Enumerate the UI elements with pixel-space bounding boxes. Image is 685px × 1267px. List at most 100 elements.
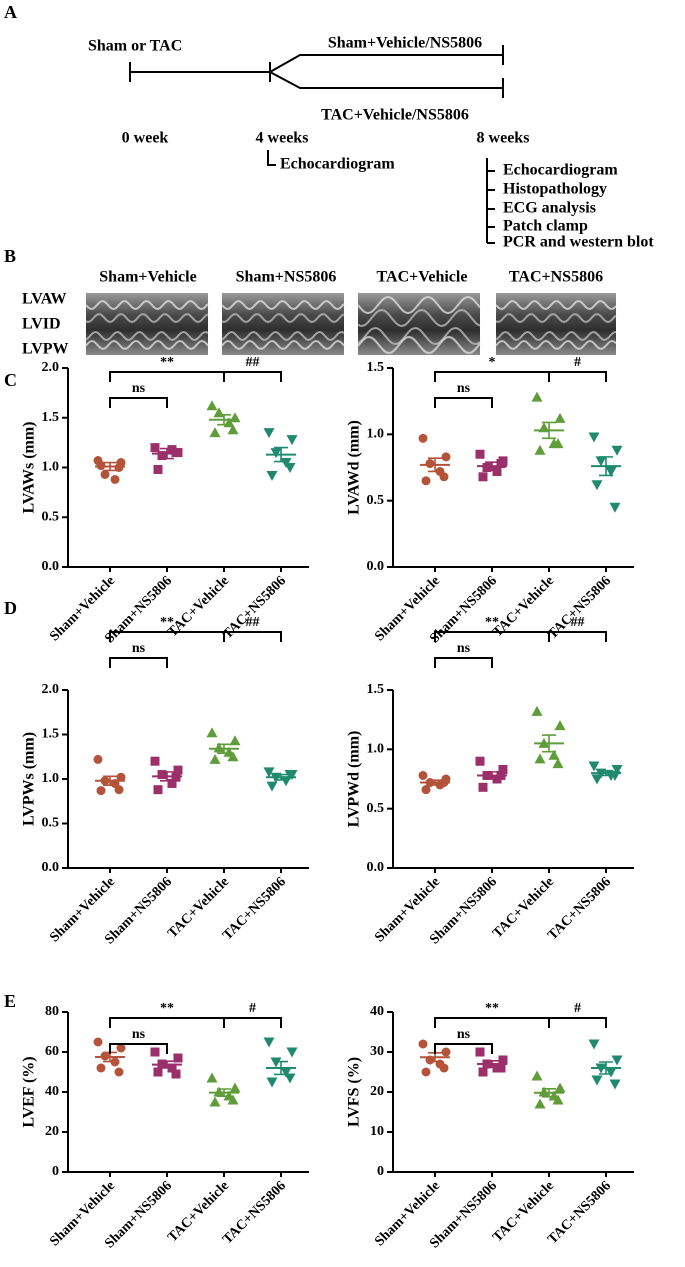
- panel-letter: D: [4, 598, 17, 618]
- y-tick-label: 40: [45, 1084, 59, 1099]
- echo-trace: [85, 299, 209, 311]
- data-point: [280, 1067, 292, 1078]
- significance-bracket: [109, 631, 225, 642]
- data-point: [611, 765, 623, 776]
- echo-trace: [221, 313, 345, 324]
- branch-label: Sham+Vehicle/NS5806: [328, 35, 482, 52]
- y-tick-label: 80: [45, 1004, 59, 1019]
- data-point: [475, 449, 485, 459]
- y-tick-label: 0.5: [42, 509, 60, 524]
- data-point: [554, 1082, 566, 1093]
- y-tick-label: 1.0: [42, 771, 60, 786]
- data-point: [591, 1075, 603, 1086]
- panel-letter: C: [4, 370, 17, 390]
- significance-label: ns: [132, 1027, 146, 1042]
- y-tick-label: 0: [52, 1164, 59, 1179]
- data-point: [96, 1063, 106, 1073]
- time-label: 0 week: [122, 130, 169, 147]
- error-bar: [217, 1088, 231, 1097]
- y-axis-label: LVPWs (mm): [21, 732, 38, 826]
- y-tick-label: 40: [370, 1004, 384, 1019]
- echo-trace: [85, 313, 209, 324]
- echo-trace: [495, 330, 617, 342]
- procedure: PCR and western blot: [503, 234, 654, 251]
- echo-trace: [221, 330, 345, 342]
- data-point: [266, 1077, 278, 1088]
- significance-bracket: [109, 1043, 168, 1054]
- data-point: [475, 756, 485, 766]
- significance-label: **: [485, 615, 499, 630]
- echo-layer: LVID: [22, 316, 61, 333]
- data-point: [439, 1063, 449, 1073]
- significance-label: ##: [246, 615, 260, 630]
- y-tick-label: 20: [370, 1084, 384, 1099]
- data-point: [475, 1047, 485, 1057]
- error-bar: [542, 734, 556, 753]
- error-bar: [542, 421, 556, 440]
- data-point: [609, 1079, 621, 1090]
- error-bar: [542, 1088, 556, 1098]
- data-point: [171, 1069, 181, 1079]
- data-point: [531, 705, 543, 716]
- error-bar: [103, 775, 117, 787]
- error-bar: [274, 446, 288, 463]
- data-point: [280, 776, 292, 787]
- data-point: [263, 767, 275, 778]
- data-point: [591, 774, 603, 785]
- y-tick-label: 1.0: [42, 460, 60, 475]
- significance-bracket: [109, 1017, 225, 1028]
- echo-group: TAC+NS5806: [509, 269, 603, 286]
- data-point: [173, 765, 183, 775]
- significance-label: ##: [571, 615, 585, 630]
- data-point: [116, 772, 126, 782]
- data-point: [611, 1055, 623, 1066]
- significance-bracket: [548, 631, 607, 642]
- data-point: [591, 480, 603, 491]
- procedure: ECG analysis: [503, 200, 596, 217]
- error-bar: [274, 1060, 288, 1076]
- data-point: [286, 435, 298, 446]
- significance-bracket: [109, 397, 168, 408]
- data-point: [552, 758, 564, 769]
- y-tick-label: 2.0: [42, 360, 60, 375]
- y-tick-label: 0: [377, 1164, 384, 1179]
- data-point: [418, 770, 428, 780]
- error-bar: [103, 461, 117, 472]
- data-point: [441, 452, 451, 462]
- y-tick-label: 0.5: [367, 801, 385, 816]
- panel-letter: A: [4, 2, 17, 22]
- y-axis-label: LVEF (%): [21, 1056, 38, 1127]
- y-tick-label: 60: [45, 1044, 59, 1059]
- data-point: [496, 459, 506, 469]
- significance-bracket: [223, 631, 282, 642]
- y-tick-label: 1.5: [42, 410, 60, 425]
- data-point: [478, 1067, 488, 1077]
- y-tick-label: 1.5: [42, 727, 60, 742]
- data-point: [534, 444, 546, 455]
- data-point: [496, 1063, 506, 1073]
- echo-trace: [221, 299, 345, 311]
- y-axis-label: LVFS (%): [346, 1057, 363, 1127]
- data-point: [441, 1047, 451, 1057]
- y-tick-label: 1.0: [367, 427, 385, 442]
- data-point: [439, 472, 449, 482]
- y-tick-label: 0.5: [367, 493, 385, 508]
- data-point: [229, 1082, 241, 1093]
- significance-label: #: [574, 1001, 581, 1016]
- data-point: [588, 761, 600, 772]
- echo-trace: [495, 339, 617, 350]
- significance-bracket: [109, 371, 225, 382]
- data-point: [421, 476, 431, 486]
- data-point: [552, 1094, 564, 1105]
- data-point: [478, 782, 488, 792]
- data-point: [263, 428, 275, 439]
- data-point: [498, 1055, 508, 1065]
- data-point: [209, 753, 221, 764]
- data-point: [611, 445, 623, 456]
- error-bar: [217, 743, 231, 754]
- y-tick-label: 1.5: [367, 682, 385, 697]
- branch-label: TAC+Vehicle/NS5806: [321, 107, 469, 124]
- data-point: [96, 786, 106, 796]
- y-tick-label: 0.0: [367, 559, 385, 574]
- error-bar: [599, 769, 613, 777]
